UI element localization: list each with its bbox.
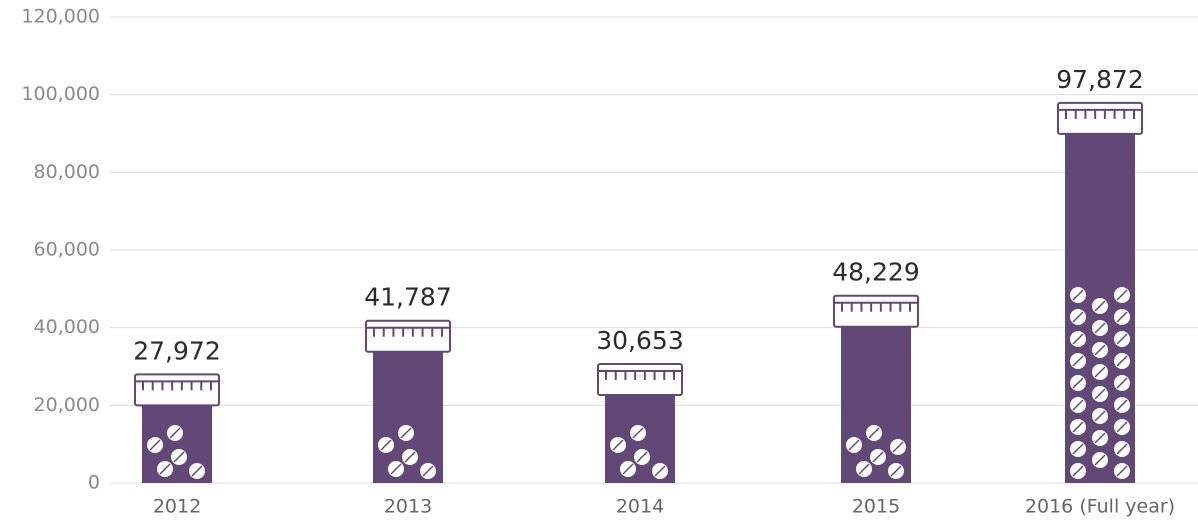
bottle-cap	[365, 319, 451, 353]
pill-groove	[872, 451, 884, 463]
bottle	[1057, 101, 1143, 484]
pill-groove	[1116, 399, 1128, 411]
pill-groove	[1094, 344, 1106, 356]
pill-groove	[890, 465, 902, 477]
y-tick-label: 40,000	[34, 316, 100, 338]
pill-groove	[1116, 311, 1128, 323]
x-tick-label: 2012	[153, 496, 201, 518]
pill-groove	[868, 427, 880, 439]
value-label: 41,787	[364, 283, 451, 312]
pill-groove	[1072, 377, 1084, 389]
pill-groove	[1072, 333, 1084, 345]
x-tick-label: 2014	[616, 496, 664, 518]
pill-groove	[1094, 388, 1106, 400]
x-tick-label: 2016 (Full year)	[1025, 496, 1175, 518]
pill-groove	[173, 451, 185, 463]
pill-groove	[1116, 465, 1128, 477]
pill-groove	[1116, 355, 1128, 367]
pill-groove	[612, 439, 624, 451]
value-label: 27,972	[133, 336, 220, 365]
pill-groove	[1094, 366, 1106, 378]
pill-groove	[1094, 410, 1106, 422]
pill-groove	[149, 439, 161, 451]
pill-groove	[191, 465, 203, 477]
pill-groove	[1116, 333, 1128, 345]
pill-groove	[1094, 300, 1106, 312]
pill-groove	[848, 439, 860, 451]
pill-groove	[169, 427, 181, 439]
pill-groove	[159, 463, 171, 475]
pill-groove	[1072, 289, 1084, 301]
x-tick-label: 2015	[852, 496, 900, 518]
value-label: 48,229	[832, 258, 919, 287]
pill-groove	[858, 463, 870, 475]
pill-groove	[654, 465, 666, 477]
value-label: 97,872	[1056, 65, 1143, 94]
pill-groove	[1094, 432, 1106, 444]
pill-groove	[1094, 322, 1106, 334]
pill-groove	[1116, 377, 1128, 389]
pill-groove	[422, 465, 434, 477]
value-label: 30,653	[596, 326, 683, 355]
pill-groove	[1116, 289, 1128, 301]
bottle	[833, 294, 919, 483]
pill-groove	[400, 427, 412, 439]
pill-groove	[622, 463, 634, 475]
bottle-cap	[134, 373, 220, 407]
bottle	[597, 362, 683, 483]
pill-groove	[1094, 454, 1106, 466]
pill-groove	[892, 441, 904, 453]
pill-groove	[636, 451, 648, 463]
bottle	[134, 373, 220, 483]
y-tick-label: 80,000	[34, 161, 100, 183]
bottle-cap	[833, 294, 919, 328]
bottle-cap	[1057, 101, 1143, 135]
pill-groove	[1072, 443, 1084, 455]
pill-groove	[404, 451, 416, 463]
y-tick-label: 60,000	[34, 239, 100, 261]
y-tick-label: 0	[88, 472, 100, 494]
y-tick-label: 100,000	[21, 83, 100, 105]
pill-groove	[1116, 421, 1128, 433]
x-tick-label: 2013	[384, 496, 432, 518]
pill-groove	[1116, 443, 1128, 455]
pill-groove	[1072, 311, 1084, 323]
bottle-cap	[597, 362, 683, 396]
pill-groove	[1072, 355, 1084, 367]
y-tick-label: 120,000	[21, 6, 100, 28]
y-tick-label: 20,000	[34, 394, 100, 416]
pill-groove	[390, 463, 402, 475]
pill-groove	[1072, 465, 1084, 477]
pill-groove	[632, 427, 644, 439]
bottle	[365, 319, 451, 483]
pill-groove	[380, 439, 392, 451]
pill-groove	[1072, 421, 1084, 433]
pill-groove	[1072, 399, 1084, 411]
